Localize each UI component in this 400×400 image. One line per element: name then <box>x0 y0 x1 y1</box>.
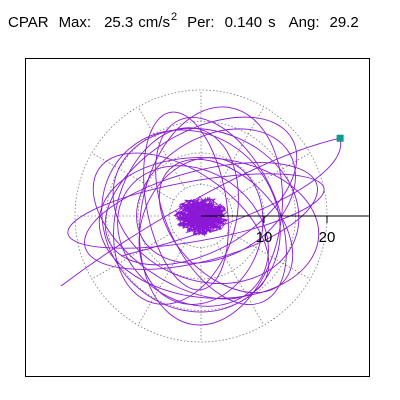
trace-loop <box>117 165 269 307</box>
polar-spoke <box>228 152 311 201</box>
max-unit: cm/s <box>138 14 170 31</box>
axis-tick-label-20: 20 <box>319 229 336 246</box>
trace-loop <box>98 157 320 299</box>
trace-loop <box>136 128 296 264</box>
axis-tick-label-10: 10 <box>256 229 273 246</box>
per-value: 0.140 <box>224 14 263 31</box>
trace-loop <box>113 127 239 305</box>
polar-spoke <box>137 106 186 189</box>
trace-loop <box>84 162 318 270</box>
trace-loop <box>139 106 283 326</box>
per-unit: s <box>268 14 276 31</box>
acceleration-trace <box>60 106 342 326</box>
trace-loop <box>67 173 325 249</box>
polar-spoke <box>91 152 174 201</box>
max-value: 25.3 <box>104 14 134 31</box>
trace-loop <box>155 116 287 306</box>
ang-value: 29.2 <box>329 14 359 31</box>
trace-loop <box>112 127 300 285</box>
trace-loop <box>138 157 264 305</box>
trace-loop <box>143 111 229 291</box>
trace-loop <box>104 116 298 266</box>
max-label: Max: <box>58 14 92 31</box>
ang-label: Ang: <box>288 14 320 31</box>
trace-loop <box>158 158 294 294</box>
trace-loop <box>92 152 270 300</box>
per-label: Per: <box>187 14 215 31</box>
mode-label: CPAR <box>8 14 49 31</box>
max-unit-exponent: 2 <box>170 11 178 23</box>
trace-core <box>173 195 229 237</box>
header-bar: CPAR Max: 25.3 cm/s 2 Per: 0.140 s Ang: … <box>8 11 359 38</box>
endpoint-marker <box>336 134 344 142</box>
